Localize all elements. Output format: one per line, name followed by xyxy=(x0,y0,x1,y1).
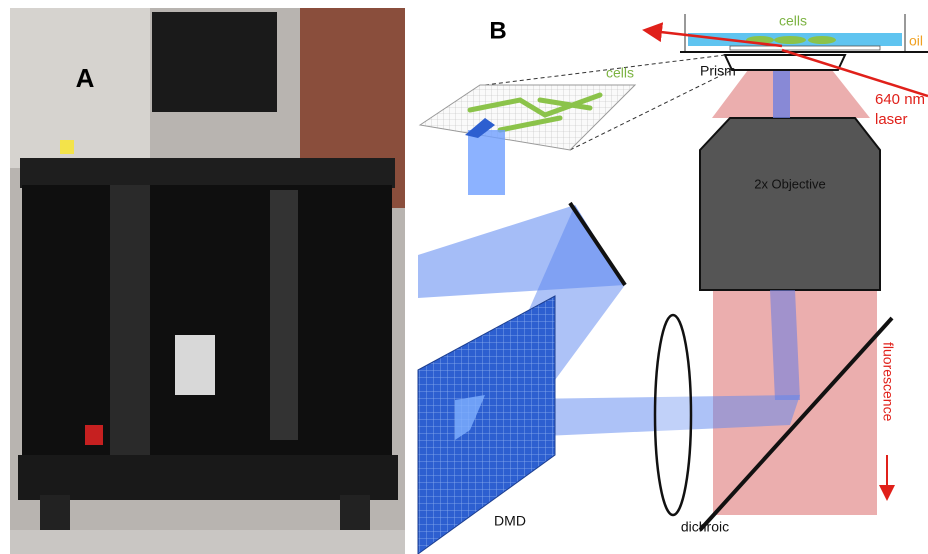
fluorescence-label: fluorescence xyxy=(880,342,896,422)
cells-inset-label: cells xyxy=(606,65,634,81)
objective-label: 2x Objective xyxy=(754,176,826,191)
dichroic-label: dichroic xyxy=(681,519,729,535)
laser-label: laser xyxy=(875,111,908,128)
photo xyxy=(10,8,405,554)
laser-wavelength: 640 nm xyxy=(875,91,925,108)
dmd-label: DMD xyxy=(494,513,526,529)
panel-label: A xyxy=(76,63,95,93)
oil-label: oil xyxy=(909,33,923,49)
panel-label: B xyxy=(489,17,506,44)
figure: A xyxy=(0,0,928,554)
diagram xyxy=(418,14,928,554)
prism-label: Prism xyxy=(700,63,736,79)
cells-label: cells xyxy=(779,13,807,29)
